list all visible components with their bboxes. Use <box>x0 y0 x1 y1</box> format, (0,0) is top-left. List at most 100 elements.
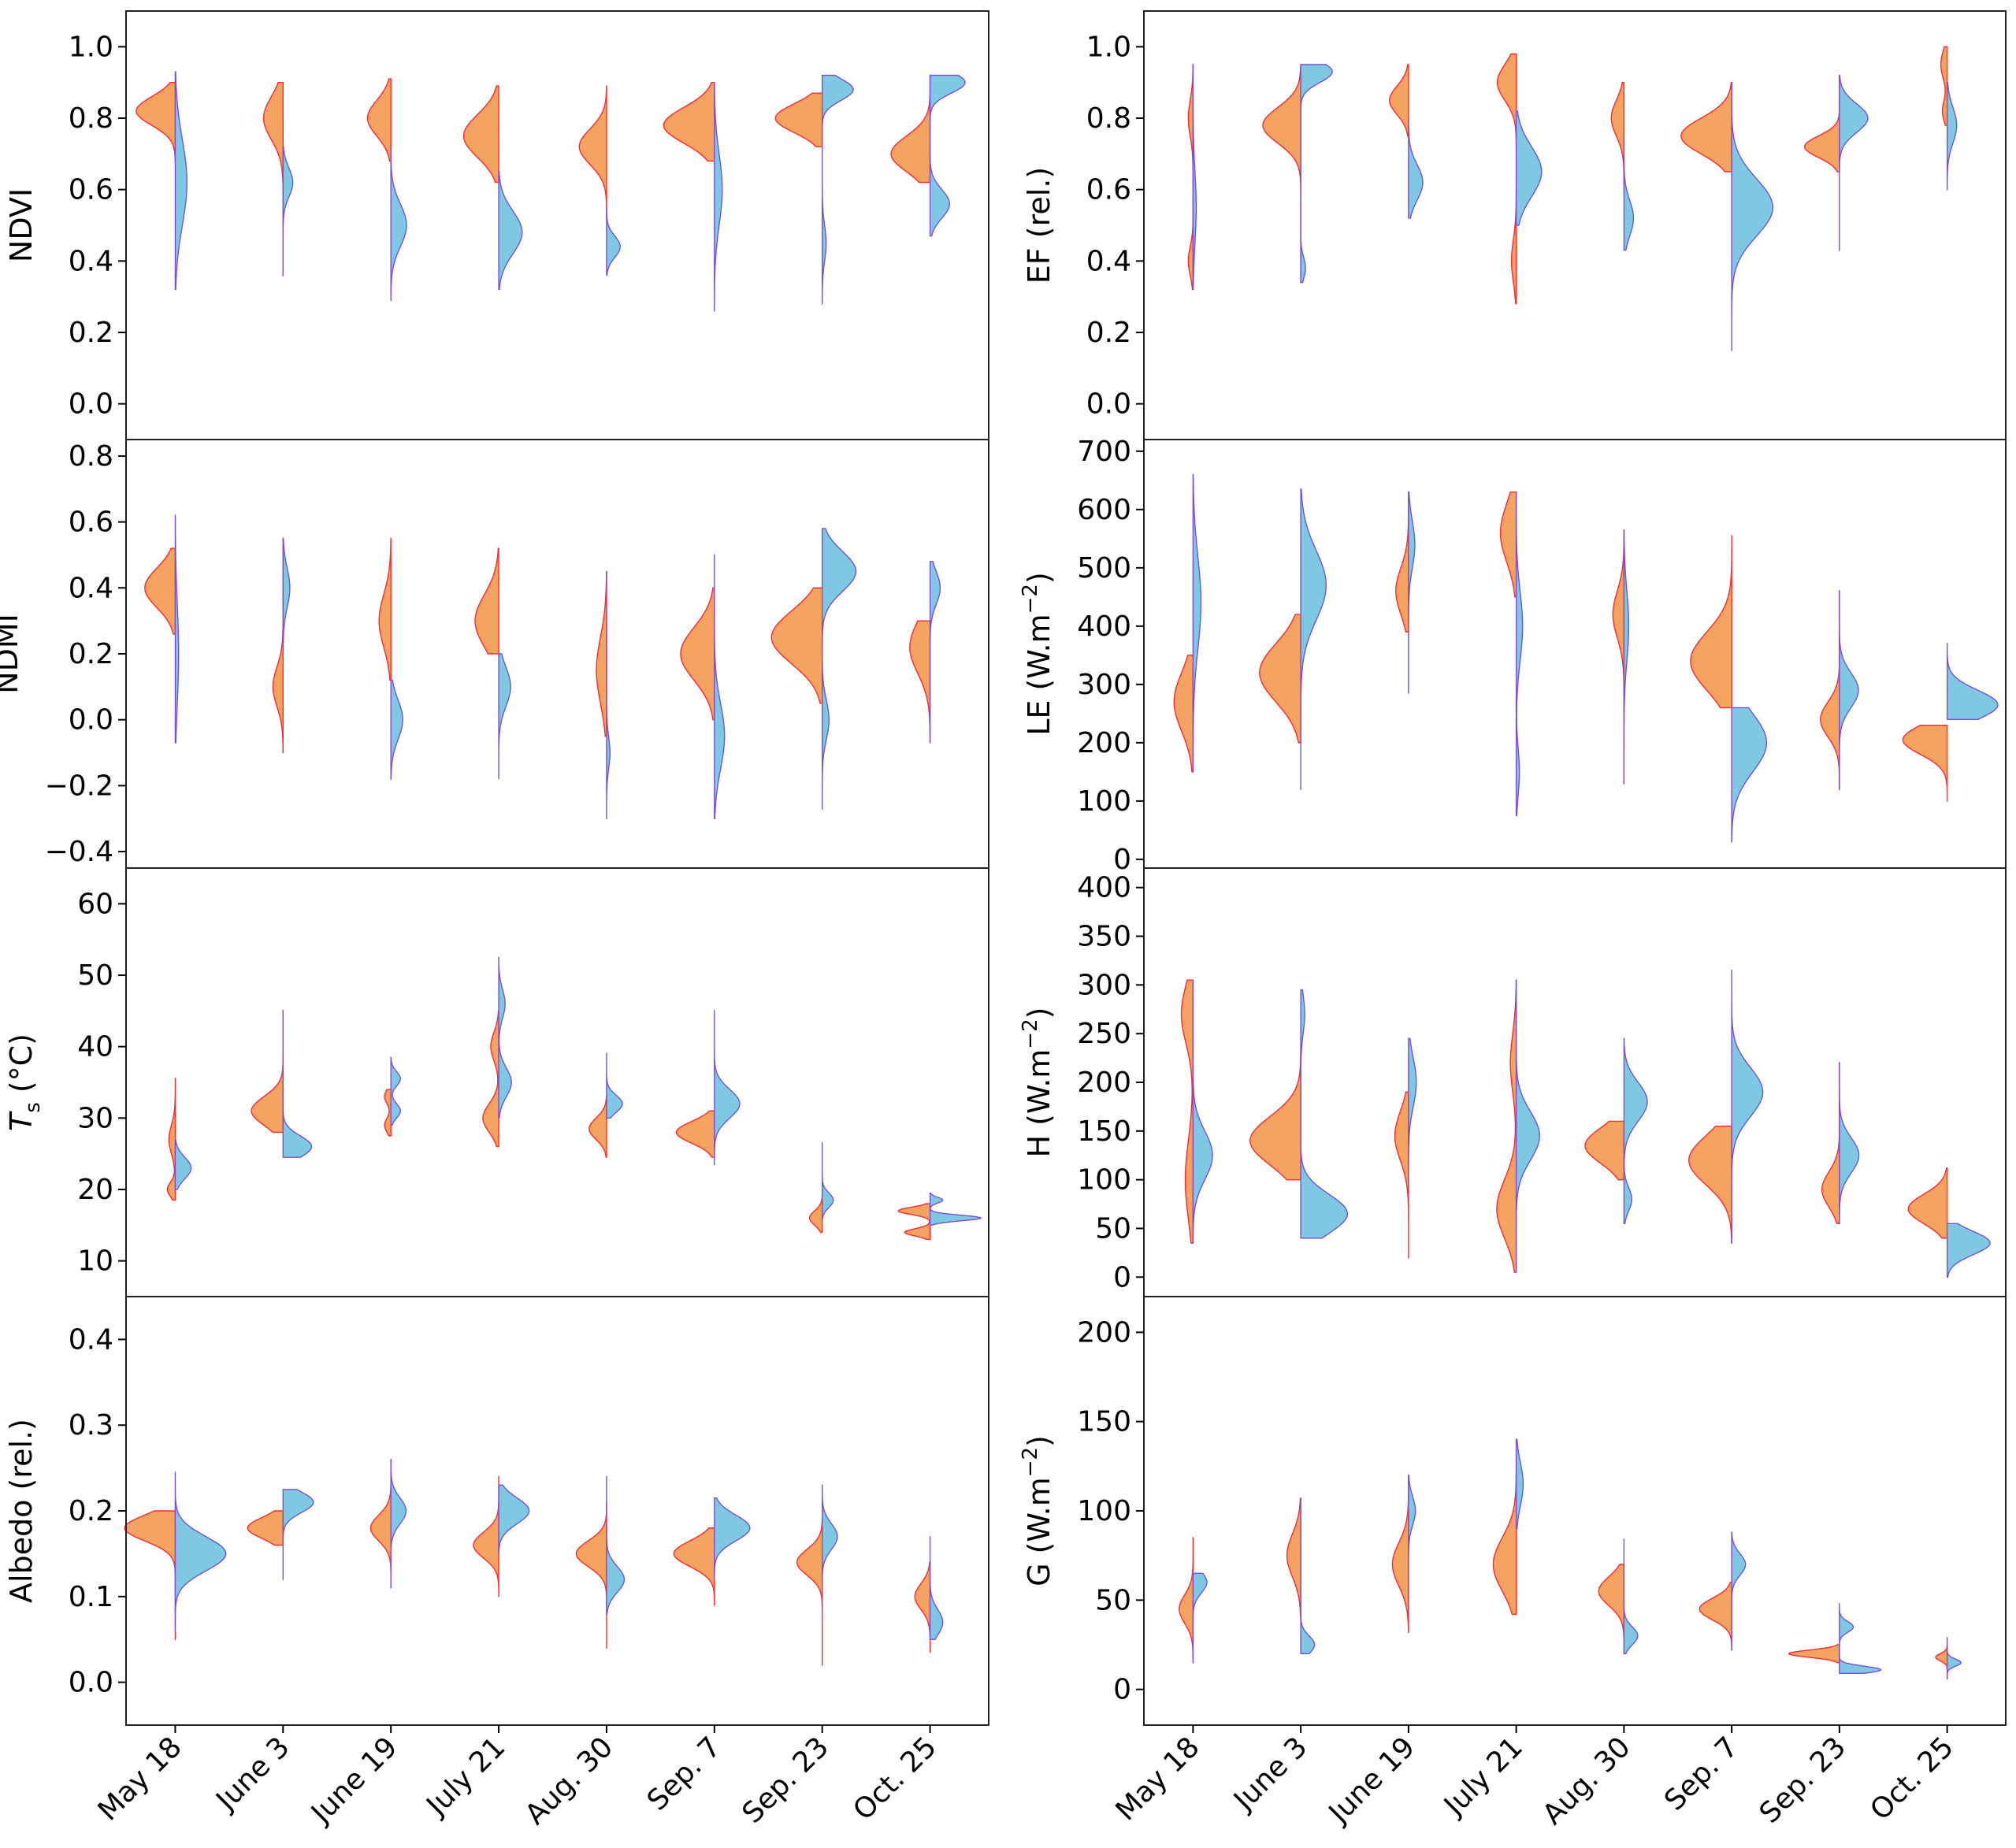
ytick-label-h-3: 150 <box>1077 1115 1131 1148</box>
violin-left-g-1 <box>1286 1497 1301 1619</box>
ytick-label-ts-1: 20 <box>77 1174 113 1206</box>
violin-right-h-0 <box>1192 980 1213 1244</box>
violin-left-ts-4 <box>588 1096 607 1158</box>
violin-left-ndmi-4 <box>596 570 607 737</box>
ytick-label-g-4: 200 <box>1077 1316 1131 1349</box>
violin-right-g-1 <box>1300 1498 1316 1655</box>
violin-left-ts-3 <box>482 1010 499 1148</box>
ytick-label-le-1: 100 <box>1077 785 1131 818</box>
violin-right-albedo-2 <box>390 1459 407 1589</box>
violin-left-albedo-1 <box>247 1510 284 1546</box>
ytick-label-g-3: 150 <box>1077 1406 1131 1438</box>
panel-ndvi: 0.0 0.2 0.4 0.6 0.8 1.0 NDVI <box>4 10 989 440</box>
ytick-label-ef-2: 0.4 <box>1086 245 1131 277</box>
ylabel-main-h: H (W.m <box>1022 1049 1056 1158</box>
ylabel-h: H (W.m−2) <box>1019 1007 1056 1158</box>
violin-right-le-3 <box>1515 492 1524 817</box>
ytick-label-g-2: 100 <box>1077 1495 1131 1527</box>
ytick-label-g-1: 50 <box>1095 1584 1131 1616</box>
violin-right-ts-1 <box>282 1010 313 1158</box>
violin-left-ndvi-2 <box>366 78 392 162</box>
panel-h: 0 50 100 150 200 250 300 350 400 H (W.m−2) <box>1019 867 2007 1297</box>
violin-right-ef-5 <box>1731 82 1774 351</box>
violin-right-ts-2 <box>390 1056 401 1126</box>
violin-right-ts-4 <box>606 1053 623 1119</box>
violin-right-h-5 <box>1731 970 1764 1243</box>
violin-left-h-4 <box>1584 1120 1625 1181</box>
violin-right-g-5 <box>1731 1531 1747 1650</box>
violin-left-ndmi-2 <box>378 537 392 681</box>
ytick-label-le-6: 600 <box>1077 494 1131 526</box>
violin-right-ndvi-3 <box>498 171 523 291</box>
ylabel-tail-ts: (°C) <box>4 1033 39 1102</box>
ytick-label-h-4: 200 <box>1077 1067 1131 1099</box>
violin-left-ts-0 <box>166 1078 176 1201</box>
violin-right-ndmi-0 <box>174 514 180 744</box>
ytick-label-ef-4: 0.8 <box>1086 102 1131 135</box>
ytick-label-albedo-4: 0.4 <box>69 1323 113 1356</box>
violin-right-ts-0 <box>174 1138 192 1190</box>
ylabel-main-le: LE (W.m <box>1022 614 1056 735</box>
violin-right-h-6 <box>1839 1063 1860 1224</box>
ytick-label-ts-4: 50 <box>77 959 113 992</box>
violin-right-ef-6 <box>1839 74 1869 250</box>
violin-left-le-0 <box>1173 655 1194 773</box>
ytick-label-ndmi-5: 0.6 <box>69 507 113 539</box>
ylabel-ndmi: NDMI <box>0 614 24 694</box>
ylabel-tail-le: ) <box>1022 572 1056 584</box>
ylabel-sub-h: −2 <box>1019 1019 1042 1048</box>
violin-left-le-3 <box>1499 491 1517 598</box>
ylabel-sub-le: −2 <box>1019 584 1042 614</box>
ytick-label-le-3: 300 <box>1077 669 1131 701</box>
panel-ef: 0.0 0.2 0.4 0.6 0.8 1.0 EF (rel.) <box>1022 10 2007 440</box>
ytick-label-ndmi-0: −0.4 <box>45 836 113 868</box>
violin-left-ndvi-3 <box>462 85 499 184</box>
violin-left-h-3 <box>1496 979 1517 1273</box>
ytick-label-ts-3: 40 <box>77 1031 113 1063</box>
violin-right-ndvi-7 <box>929 74 966 237</box>
violin-right-g-3 <box>1515 1438 1524 1530</box>
violin-left-ts-2 <box>384 1089 392 1137</box>
ytick-label-albedo-3: 0.3 <box>69 1409 113 1442</box>
violin-left-h-0 <box>1180 979 1194 1244</box>
ylabel-main-g: G (W.m <box>1022 1477 1056 1586</box>
ytick-label-ndmi-4: 0.4 <box>69 572 113 604</box>
violin-right-le-4 <box>1623 529 1630 784</box>
violin-right-g-7 <box>1946 1637 1962 1679</box>
violin-left-h-7 <box>1907 1167 1948 1239</box>
ylabel-sub-ts: s <box>21 1102 45 1113</box>
ytick-label-g-0: 0 <box>1113 1674 1131 1706</box>
violin-right-h-3 <box>1515 980 1540 1273</box>
violin-left-ndvi-5 <box>663 81 715 162</box>
violin-right-h-1 <box>1300 989 1349 1239</box>
violin-right-g-0 <box>1192 1572 1208 1663</box>
ytick-label-le-7: 700 <box>1077 436 1131 468</box>
violin-right-ndmi-2 <box>390 679 403 780</box>
ylabel-ef: EF (rel.) <box>1022 167 1056 284</box>
ytick-label-ndmi-1: −0.2 <box>45 770 113 802</box>
violin-left-h-2 <box>1394 1091 1409 1259</box>
violin-right-le-7 <box>1946 644 1999 720</box>
violin-right-albedo-0 <box>174 1471 227 1632</box>
violin-right-ts-5 <box>714 1010 741 1165</box>
violin-left-ts-5 <box>675 1110 715 1158</box>
violin-right-albedo-1 <box>282 1489 314 1580</box>
violin-left-ts-7 <box>897 1203 931 1241</box>
violin-right-le-5 <box>1731 707 1768 843</box>
violin-left-g-5 <box>1699 1581 1732 1651</box>
violin-right-ndvi-1 <box>282 146 294 277</box>
violin-right-albedo-6 <box>821 1485 838 1614</box>
violin-right-ef-4 <box>1623 135 1635 251</box>
violin-right-ndvi-6 <box>821 74 855 305</box>
violin-right-h-2 <box>1408 1037 1417 1200</box>
violin-left-ndvi-6 <box>774 92 823 147</box>
ytick-label-h-5: 250 <box>1077 1018 1131 1050</box>
ytick-label-ndvi-4: 0.8 <box>69 102 113 135</box>
ytick-label-albedo-0: 0.0 <box>69 1667 113 1699</box>
violin-right-ndvi-2 <box>390 146 407 301</box>
violin-left-ef-7 <box>1940 46 1948 126</box>
violin-right-ndmi-7 <box>929 561 941 743</box>
ylabel-ts: Ts (°C) <box>4 1033 45 1131</box>
ytick-label-le-2: 200 <box>1077 727 1131 759</box>
violin-right-ts-7 <box>929 1192 982 1226</box>
